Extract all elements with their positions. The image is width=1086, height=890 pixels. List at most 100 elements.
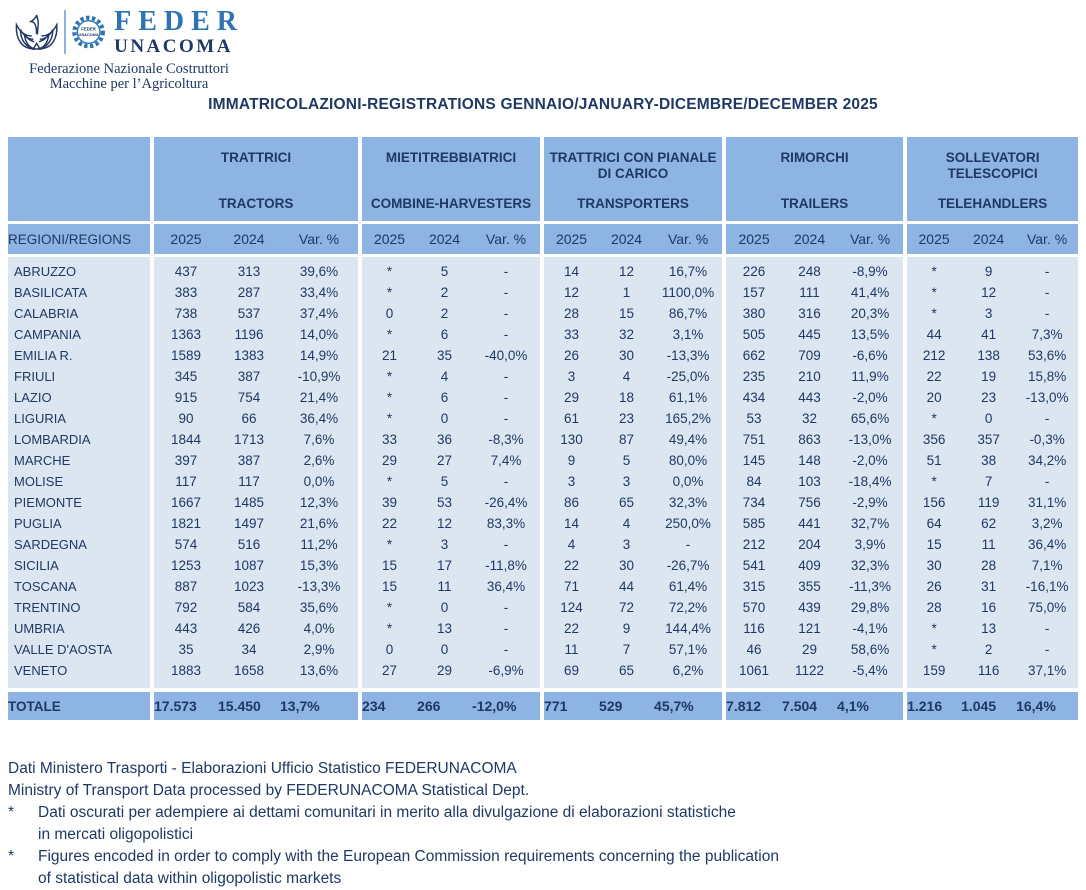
value-cell: -: [472, 387, 545, 408]
group-label-it: TRATTRICI: [220, 150, 292, 165]
value-cell: 15: [362, 576, 418, 597]
value-cell: 0: [362, 303, 418, 324]
spacer-cell: [280, 257, 363, 261]
value-cell: -13,0%: [1016, 387, 1079, 408]
value-cell: 22: [544, 555, 600, 576]
value-cell: 0: [417, 408, 473, 429]
value-cell: 22: [362, 513, 418, 534]
value-cell: -13,3%: [654, 345, 727, 366]
value-cell: 443: [782, 387, 838, 408]
spacer-cell: [1016, 257, 1079, 261]
value-cell: 28: [907, 597, 962, 618]
spacer-cell: [472, 681, 545, 692]
value-cell: -26,4%: [472, 492, 545, 513]
value-cell: 1821: [154, 513, 218, 534]
value-cell: 7: [961, 471, 1017, 492]
value-cell: 1658: [218, 660, 280, 681]
gear-emblem-icon: FEDER UNACOMA: [72, 15, 105, 49]
footer: Dati Ministero Trasporti - Elaborazioni …: [8, 758, 779, 890]
footnote-line: Dati oscurati per adempiere ai dettami c…: [38, 804, 736, 821]
value-cell: 23: [961, 387, 1017, 408]
value-cell: 14,0%: [280, 324, 363, 345]
year-column-header: Var. %: [1016, 224, 1079, 257]
table-row: VALLE D'AOSTA 35 34 2,9% 0 0-11 7 57,1% 46 29 58,6…: [8, 639, 1079, 660]
value-cell: -: [472, 366, 545, 387]
value-cell: 11: [417, 576, 473, 597]
value-cell: 3: [599, 471, 655, 492]
value-cell: 117: [218, 471, 280, 492]
spacer-cell: [726, 681, 783, 692]
value-cell: 316: [782, 303, 838, 324]
value-cell: 734: [726, 492, 783, 513]
spacer-cell: [362, 681, 418, 692]
value-cell: 124: [544, 597, 600, 618]
value-cell: -11,3%: [837, 576, 908, 597]
value-cell: 4: [599, 513, 655, 534]
value-cell: 516: [218, 534, 280, 555]
value-cell: 14: [544, 261, 600, 282]
region-cell: LAZIO: [8, 387, 154, 408]
value-cell: 39: [362, 492, 418, 513]
value-cell: *: [362, 282, 418, 303]
value-cell: -: [1016, 303, 1079, 324]
value-cell: *: [907, 639, 962, 660]
value-cell: 83,3%: [472, 513, 545, 534]
spacer-cell: [599, 681, 655, 692]
year-column-header: Var. %: [280, 224, 363, 257]
value-cell: 6: [417, 324, 473, 345]
group-header-trailers: RIMORCHI TRAILERS: [726, 137, 908, 224]
body-bottom-spacer: [8, 681, 1079, 692]
value-cell: 32,7%: [837, 513, 908, 534]
footnote-italian: * Dati oscurati per adempiere ai dettami…: [8, 802, 779, 846]
region-cell: UMBRIA: [8, 618, 154, 639]
year-column-header: 2024: [218, 224, 280, 257]
total-value-cell: 15.450: [218, 692, 280, 720]
value-cell: -: [1016, 471, 1079, 492]
value-cell: 1497: [218, 513, 280, 534]
group-label-it: RIMORCHI: [780, 150, 849, 165]
value-cell: -: [1016, 408, 1079, 429]
value-cell: -: [1016, 261, 1079, 282]
region-cell: CALABRIA: [8, 303, 154, 324]
value-cell: -8,3%: [472, 429, 545, 450]
value-cell: 119: [961, 492, 1017, 513]
value-cell: 159: [907, 660, 962, 681]
value-cell: 19: [961, 366, 1017, 387]
spacer-cell: [417, 257, 473, 261]
value-cell: 585: [726, 513, 783, 534]
value-cell: 29: [417, 660, 473, 681]
value-cell: 541: [726, 555, 783, 576]
value-cell: 32,3%: [837, 555, 908, 576]
group-label-it: TRATTRICI CON PIANALE DI CARICO: [549, 150, 717, 181]
value-cell: -0,3%: [1016, 429, 1079, 450]
value-cell: -4,1%: [837, 618, 908, 639]
total-value-cell: 16,4%: [1016, 692, 1079, 720]
value-cell: 1087: [218, 555, 280, 576]
value-cell: 29: [782, 639, 838, 660]
value-cell: 313: [218, 261, 280, 282]
value-cell: 754: [218, 387, 280, 408]
value-cell: 27: [362, 660, 418, 681]
value-cell: 3: [544, 471, 600, 492]
logo-divider: [64, 10, 66, 54]
spacer-cell: [782, 681, 838, 692]
group-header-tractors: TRATTRICI TRACTORS: [154, 137, 363, 224]
year-column-header: 2024: [599, 224, 655, 257]
year-column-header: 2025: [907, 224, 962, 257]
value-cell: *: [907, 408, 962, 429]
footnote-english: * Figures encoded in order to comply wit…: [8, 846, 779, 890]
value-cell: 756: [782, 492, 838, 513]
value-cell: *: [362, 324, 418, 345]
value-cell: 138: [961, 345, 1017, 366]
value-cell: 915: [154, 387, 218, 408]
value-cell: 1: [599, 282, 655, 303]
value-cell: 5: [417, 261, 473, 282]
table-row: VENETO 1883 1658 13,6% 27 29 -6,9% 69 65 6,2% 1061…: [8, 660, 1079, 681]
value-cell: *: [362, 261, 418, 282]
value-cell: 34,2%: [1016, 450, 1079, 471]
spacer-cell: [782, 257, 838, 261]
source-line-en: Ministry of Transport Data processed by …: [8, 782, 530, 799]
value-cell: 1844: [154, 429, 218, 450]
group-label-en: COMBINE-HARVESTERS: [370, 196, 532, 212]
value-cell: 28: [961, 555, 1017, 576]
